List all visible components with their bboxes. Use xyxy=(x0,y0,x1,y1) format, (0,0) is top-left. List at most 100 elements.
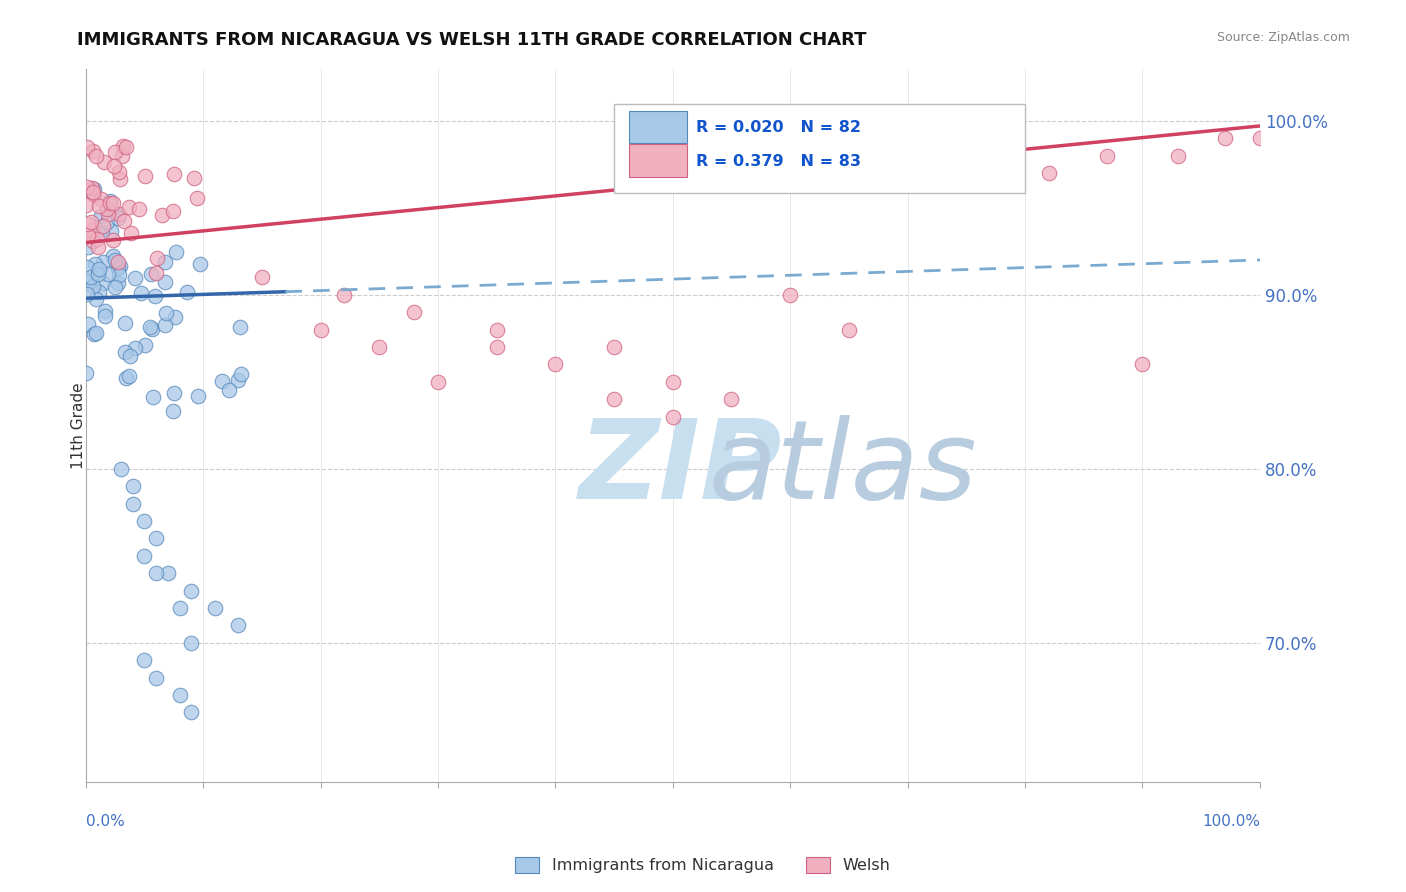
Point xyxy=(77,317,100,331)
Point xyxy=(162,404,184,418)
Point xyxy=(250,270,273,285)
Point xyxy=(91,254,114,268)
Point xyxy=(86,232,108,246)
Point xyxy=(368,340,391,354)
Text: 100.0%: 100.0% xyxy=(1202,814,1260,830)
Point xyxy=(108,259,131,273)
Point xyxy=(84,257,107,271)
Point xyxy=(1095,148,1118,162)
Text: 0.0%: 0.0% xyxy=(86,814,125,830)
Point xyxy=(134,653,156,667)
Point xyxy=(101,249,124,263)
Point xyxy=(112,138,135,153)
Point xyxy=(121,497,143,511)
Point xyxy=(118,369,141,384)
Point xyxy=(165,310,187,325)
Point xyxy=(110,462,132,476)
Point xyxy=(145,289,167,303)
Point xyxy=(90,210,112,224)
Point xyxy=(145,266,167,280)
Legend: Immigrants from Nicaragua, Welsh: Immigrants from Nicaragua, Welsh xyxy=(509,850,897,880)
Point xyxy=(204,601,226,615)
Point xyxy=(77,217,100,231)
Point xyxy=(153,318,176,332)
Point xyxy=(662,409,685,424)
Point xyxy=(83,327,105,342)
Point xyxy=(603,340,626,354)
Text: ZIP: ZIP xyxy=(579,415,782,522)
Point xyxy=(82,235,104,249)
Point xyxy=(87,240,110,254)
Point xyxy=(153,276,176,290)
Point xyxy=(134,514,156,528)
Point xyxy=(111,149,134,163)
Point xyxy=(121,479,143,493)
Point xyxy=(603,392,626,407)
Point xyxy=(309,322,332,336)
Point xyxy=(163,167,186,181)
Point xyxy=(231,367,253,381)
Point xyxy=(77,240,100,254)
Point xyxy=(218,383,240,397)
Point xyxy=(779,287,801,301)
Point xyxy=(163,385,186,400)
Point xyxy=(104,145,127,160)
Point xyxy=(82,223,104,237)
Point xyxy=(169,601,191,615)
Point xyxy=(186,191,208,205)
Point xyxy=(1038,166,1060,180)
Point xyxy=(180,706,202,720)
Point xyxy=(180,583,202,598)
Point xyxy=(120,226,142,240)
Point xyxy=(150,208,173,222)
FancyBboxPatch shape xyxy=(630,145,688,177)
Point xyxy=(134,169,156,183)
Point xyxy=(84,292,107,306)
Point xyxy=(114,370,136,384)
Point xyxy=(96,215,118,229)
Point xyxy=(134,549,156,563)
Point xyxy=(112,214,135,228)
Point xyxy=(76,140,98,154)
Point xyxy=(75,366,97,380)
Point xyxy=(93,155,115,169)
Point xyxy=(104,253,127,268)
Point xyxy=(155,255,177,269)
Point xyxy=(89,198,111,212)
Point xyxy=(228,618,250,632)
Point xyxy=(145,671,167,685)
Point xyxy=(77,275,100,289)
Point xyxy=(108,268,131,282)
Point xyxy=(98,196,121,211)
Point xyxy=(101,233,124,247)
Y-axis label: 11th Grade: 11th Grade xyxy=(72,382,86,468)
Point xyxy=(124,342,146,356)
Text: Source: ZipAtlas.com: Source: ZipAtlas.com xyxy=(1216,31,1350,45)
Point xyxy=(139,268,162,282)
Point xyxy=(82,185,104,199)
Point xyxy=(84,326,107,340)
Point xyxy=(76,260,98,274)
Point xyxy=(87,285,110,300)
Point xyxy=(75,198,97,212)
Point xyxy=(139,320,162,334)
Point xyxy=(180,636,202,650)
Point xyxy=(101,196,124,211)
Point xyxy=(187,389,209,403)
Point xyxy=(404,305,426,319)
Point xyxy=(142,390,165,404)
Point xyxy=(1132,357,1154,371)
Point xyxy=(188,257,211,271)
Point xyxy=(76,287,98,301)
Text: atlas: atlas xyxy=(709,415,977,522)
Point xyxy=(104,280,127,294)
Point xyxy=(115,139,138,153)
Point xyxy=(107,261,129,276)
Point xyxy=(84,149,107,163)
Point xyxy=(80,181,103,195)
Point xyxy=(169,688,191,702)
Point xyxy=(145,532,167,546)
Point xyxy=(91,219,114,233)
Point xyxy=(91,277,114,291)
Point xyxy=(83,182,105,196)
